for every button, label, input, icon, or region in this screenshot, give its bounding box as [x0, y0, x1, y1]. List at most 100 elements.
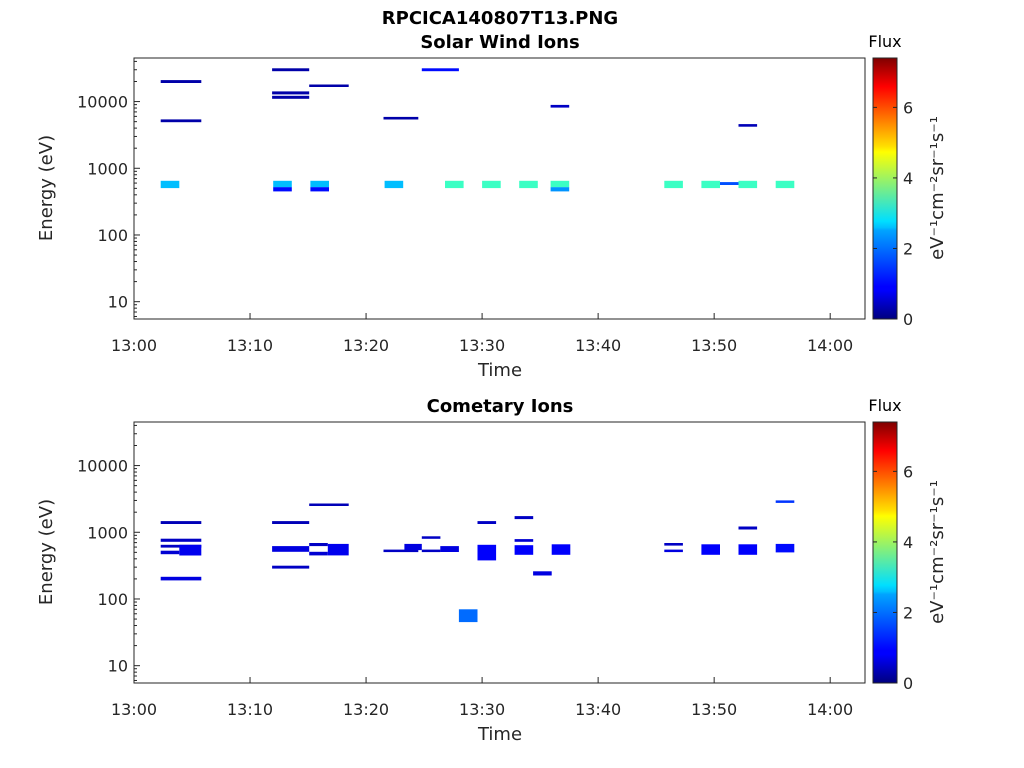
heatmap-cell — [273, 187, 292, 192]
heatmap-cell — [664, 549, 683, 553]
y-tick-label: 1000 — [87, 159, 128, 178]
heatmap-cell — [519, 180, 538, 189]
x-tick-label: 14:00 — [807, 336, 853, 355]
heatmap-cell — [272, 95, 310, 99]
y-tick-label: 100 — [97, 226, 128, 245]
x-tick-label: 13:50 — [691, 336, 737, 355]
colorbar-tick-label: 2 — [903, 239, 913, 258]
colorbar-gradient — [872, 57, 898, 320]
heatmap-cell — [738, 124, 758, 127]
heatmap-cell — [383, 116, 419, 120]
x-tick-label: 13:30 — [459, 336, 505, 355]
y-tick-label: 10 — [108, 657, 128, 676]
heatmap-cell — [273, 180, 292, 188]
heatmap-cell — [477, 521, 497, 524]
colorbar-unit-label: eV⁻¹cm⁻²sr⁻¹s⁻¹ — [927, 116, 948, 260]
heatmap-cells — [160, 68, 795, 192]
heatmap-cell — [160, 576, 202, 581]
heatmap-cell — [775, 500, 795, 503]
heatmap-cell — [458, 609, 478, 623]
y-tick-label: 10000 — [77, 457, 128, 476]
x-axis: 13:00 13:10 13:20 13:30 13:40 13:50 14:00 — [111, 313, 853, 355]
heatmap-cell — [738, 526, 758, 530]
heatmap-cell — [482, 180, 501, 189]
colorbar-tick-label: 4 — [903, 169, 913, 188]
colorbar-tick-label: 6 — [903, 462, 913, 481]
figure-title: RPCICA140807T13.PNG — [382, 8, 618, 29]
heatmap-cell — [160, 550, 180, 555]
heatmap-cell — [514, 539, 534, 542]
y-tick-label: 10 — [108, 293, 128, 312]
panel-title: Solar Wind Ions — [420, 32, 579, 53]
x-axis: 13:00 13:10 13:20 13:30 13:40 13:50 14:00 — [111, 677, 853, 719]
colorbar-tick-label: 6 — [903, 98, 913, 117]
heatmap-cell — [309, 503, 349, 506]
heatmap-cell — [701, 180, 720, 189]
x-tick-label: 13:10 — [227, 700, 273, 719]
heatmap-cell — [477, 544, 497, 561]
heatmap-cell — [720, 182, 739, 185]
heatmap-cell — [404, 543, 422, 551]
heatmap-cell — [309, 551, 328, 556]
heatmap-cell — [445, 180, 464, 189]
colorbar: Flux 0 2 4 6 eV⁻¹cm⁻²sr⁻¹s⁻¹ — [868, 396, 948, 693]
colorbar-tick-label: 0 — [903, 310, 913, 329]
heatmap-cell — [738, 180, 758, 189]
colorbar-unit-label: eV⁻¹cm⁻²sr⁻¹s⁻¹ — [927, 480, 948, 624]
colorbar-gradient — [872, 421, 898, 684]
heatmap-cells — [160, 500, 795, 623]
heatmap-cell — [664, 180, 683, 189]
heatmap-cell — [533, 571, 552, 576]
heatmap-cell — [272, 521, 310, 524]
heatmap-cell — [421, 536, 441, 539]
x-tick-label: 13:20 — [343, 700, 389, 719]
colorbar-ticks: 0 2 4 6 — [873, 462, 913, 693]
colorbar: Flux 0 2 4 6 eV⁻¹cm⁻²sr⁻¹s⁻¹ — [868, 32, 948, 329]
x-tick-label: 13:30 — [459, 700, 505, 719]
heatmap-cell — [310, 187, 329, 192]
colorbar-tick-label: 4 — [903, 533, 913, 552]
heatmap-cell — [421, 68, 459, 72]
heatmap-cell — [738, 544, 758, 555]
heatmap-cell — [383, 549, 419, 553]
x-tick-label: 13:20 — [343, 336, 389, 355]
heatmap-cell — [514, 516, 534, 520]
x-tick-label: 13:40 — [575, 336, 621, 355]
heatmap-cell — [272, 565, 310, 569]
heatmap-cell — [550, 187, 570, 192]
y-axis-label: Energy (eV) — [36, 135, 57, 241]
heatmap-cell — [421, 549, 441, 553]
colorbar-ticks: 0 2 4 6 — [873, 98, 913, 329]
x-tick-label: 13:10 — [227, 336, 273, 355]
colorbar-title: Flux — [868, 396, 901, 415]
y-axis: 10 100 1000 10000 — [77, 60, 140, 317]
heatmap-cell — [160, 80, 202, 83]
panel-title: Cometary Ions — [427, 396, 574, 417]
colorbar-title: Flux — [868, 32, 901, 51]
heatmap-cell — [309, 84, 349, 87]
colorbar-tick-label: 2 — [903, 603, 913, 622]
heatmap-cell — [440, 546, 459, 552]
heatmap-cell — [160, 538, 202, 542]
x-axis-label: Time — [477, 724, 522, 745]
x-tick-label: 13:40 — [575, 700, 621, 719]
x-tick-label: 13:50 — [691, 700, 737, 719]
heatmap-cell — [551, 544, 571, 555]
x-tick-label: 13:00 — [111, 700, 157, 719]
y-axis: 10 100 1000 10000 — [77, 424, 140, 681]
heatmap-cell — [160, 521, 202, 524]
heatmap-cell — [327, 543, 349, 556]
heatmap-cell — [272, 546, 310, 552]
y-tick-label: 10000 — [77, 93, 128, 112]
heatmap-cell — [160, 119, 202, 123]
y-tick-label: 100 — [97, 590, 128, 609]
heatmap-cell — [775, 543, 795, 553]
x-tick-label: 14:00 — [807, 700, 853, 719]
heatmap-cell — [664, 543, 683, 546]
x-tick-label: 13:00 — [111, 336, 157, 355]
heatmap-cell — [310, 180, 329, 188]
heatmap-cell — [514, 545, 534, 555]
colorbar-tick-label: 0 — [903, 674, 913, 693]
